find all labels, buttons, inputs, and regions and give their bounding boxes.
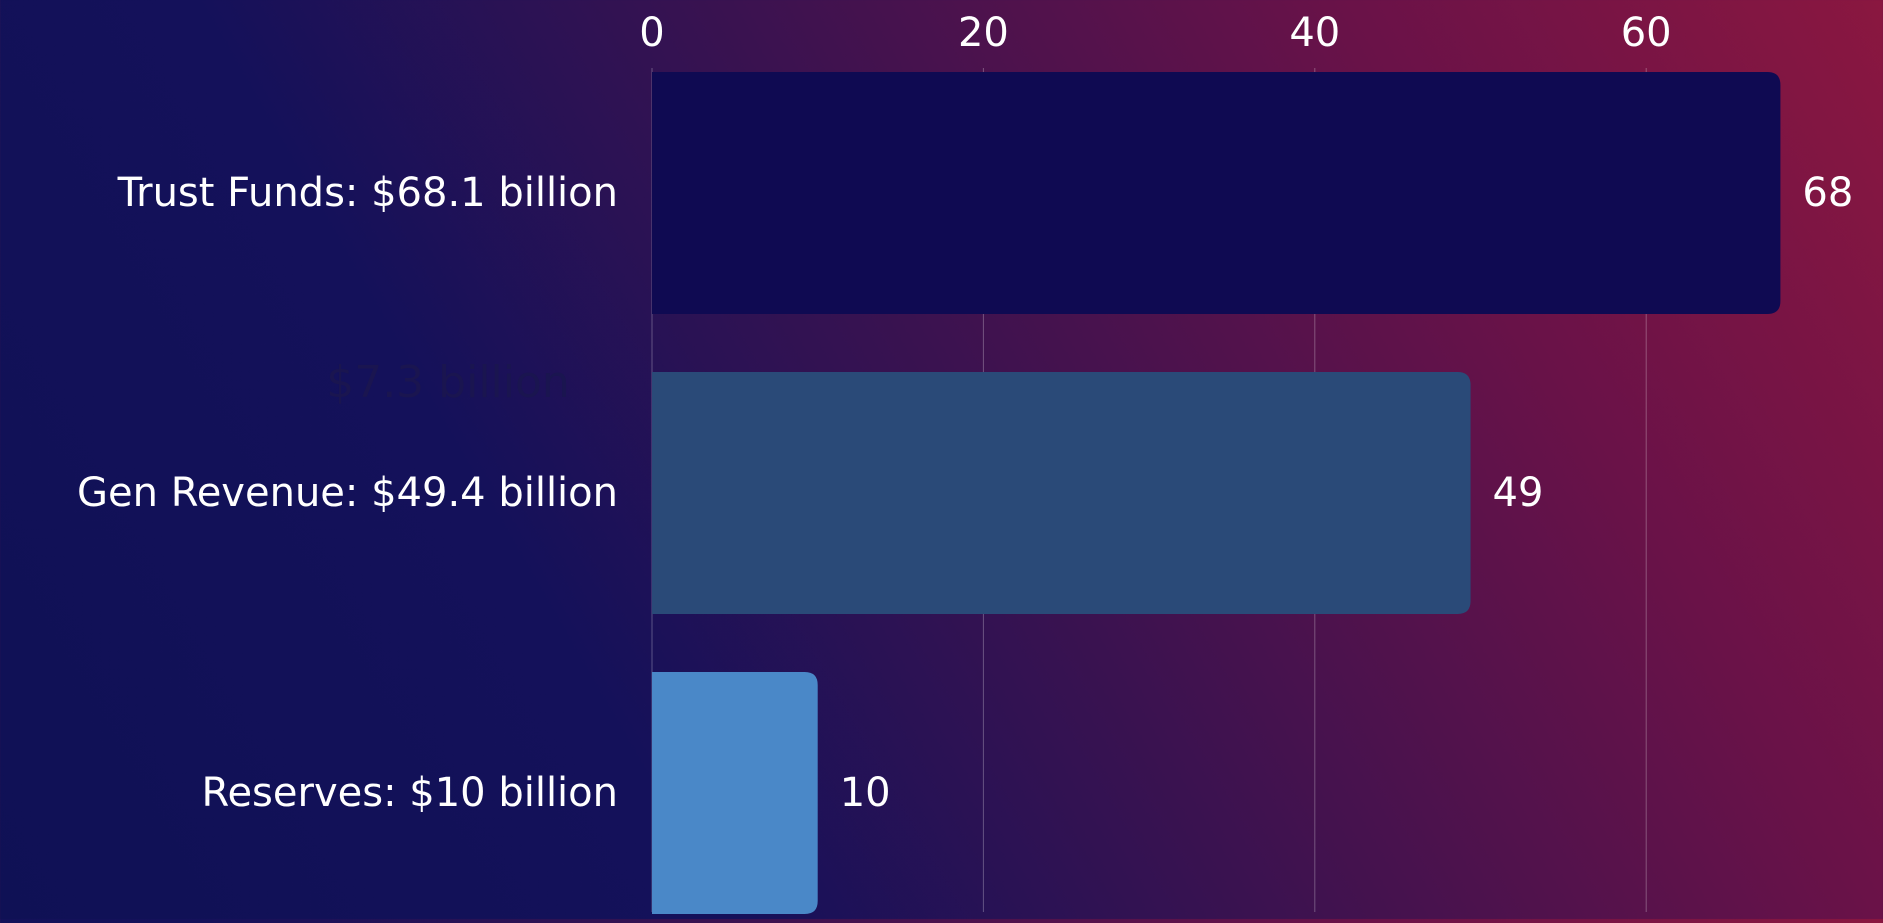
value-label: 49 — [1493, 470, 1544, 516]
category-label: Trust Funds: $68.1 billion — [117, 170, 618, 216]
bar — [652, 672, 818, 914]
x-tick-label: 20 — [958, 10, 1009, 56]
x-tick-label: 40 — [1289, 10, 1340, 56]
x-axis-ticks: 0 20 40 60 — [639, 10, 1671, 56]
x-tick-label: 0 — [639, 10, 664, 56]
bars — [652, 72, 1781, 914]
x-tick-label: 60 — [1621, 10, 1672, 56]
bar — [652, 72, 1781, 314]
value-label: 68 — [1802, 170, 1853, 216]
annotation-group: $7.3 billion — [326, 357, 570, 408]
value-labels: 68 49 10 — [840, 170, 1854, 816]
value-label: 10 — [840, 770, 891, 816]
category-labels: Trust Funds: $68.1 billion Gen Revenue: $… — [77, 170, 618, 816]
annotation-label: $7.3 billion — [326, 357, 570, 408]
category-label: Reserves: $10 billion — [201, 770, 618, 816]
bar — [652, 372, 1471, 614]
category-label: Gen Revenue: $49.4 billion — [77, 470, 618, 516]
